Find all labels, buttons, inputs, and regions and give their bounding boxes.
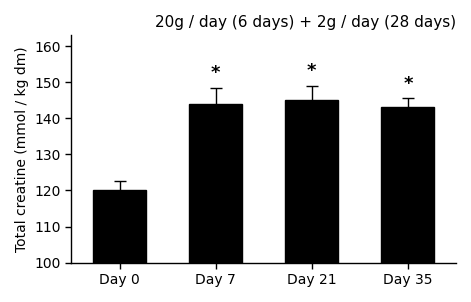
- Bar: [382, 108, 434, 262]
- Bar: [189, 104, 242, 262]
- Bar: [93, 191, 146, 262]
- Y-axis label: Total creatine (mmol / kg dm): Total creatine (mmol / kg dm): [15, 46, 29, 252]
- Bar: [285, 100, 338, 262]
- Text: *: *: [211, 64, 220, 82]
- Text: *: *: [403, 75, 413, 93]
- Text: 20g / day (6 days) + 2g / day (28 days): 20g / day (6 days) + 2g / day (28 days): [155, 15, 456, 30]
- Text: *: *: [307, 63, 317, 80]
